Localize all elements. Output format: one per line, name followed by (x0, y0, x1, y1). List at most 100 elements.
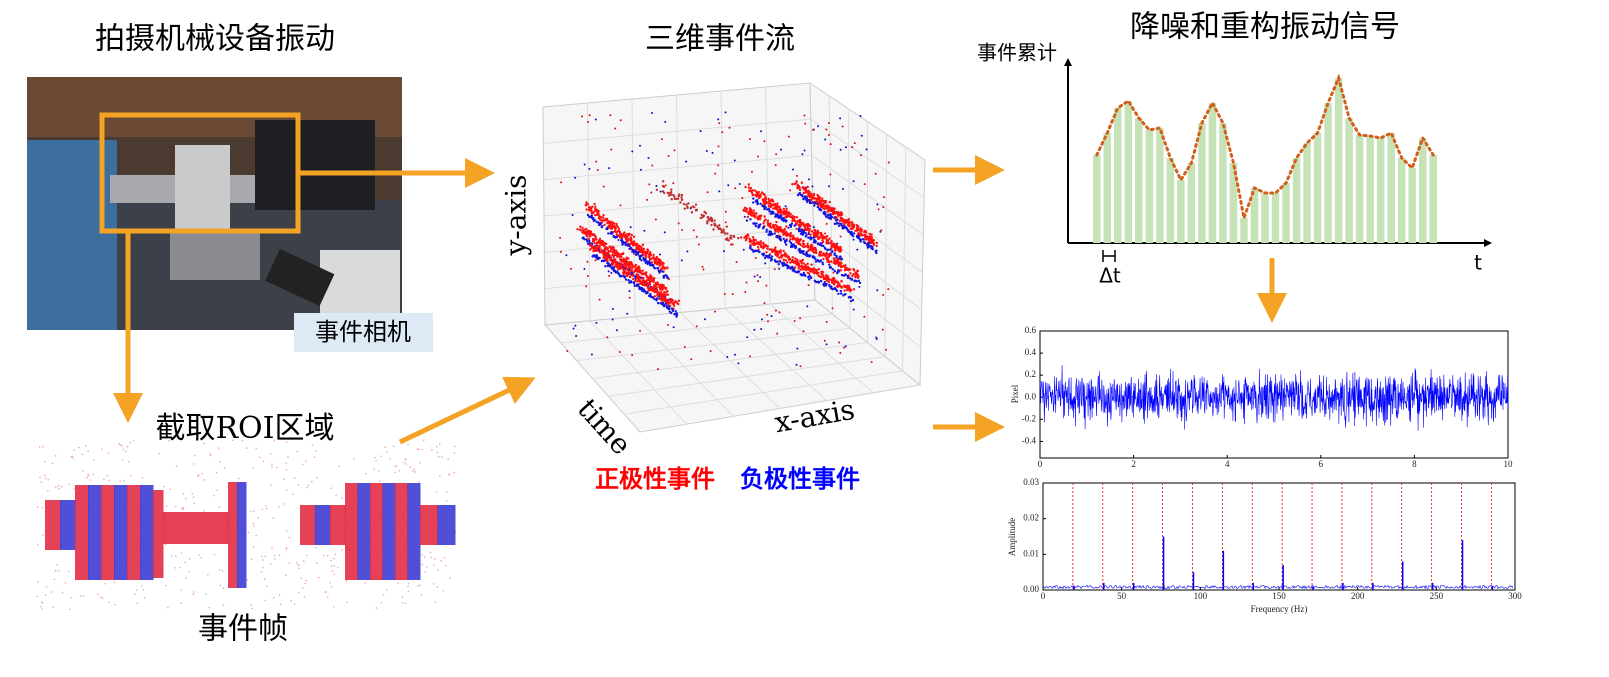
noise-dot (192, 463, 195, 465)
event-dot (790, 222, 794, 225)
event-dot (799, 268, 803, 271)
event-dot (837, 284, 841, 288)
event-dot (828, 237, 831, 240)
event-dot (733, 159, 736, 162)
event-dot (789, 261, 792, 264)
event-dot (820, 197, 824, 200)
event-dot (612, 222, 616, 225)
event-dot (753, 211, 756, 215)
event-dot (847, 269, 850, 272)
event-dot (819, 231, 822, 235)
event-dot (770, 315, 773, 318)
noise-dot (407, 585, 409, 588)
event-dot (800, 222, 803, 226)
noise-dot (436, 451, 439, 454)
event-dot (819, 234, 822, 237)
event-dot (646, 198, 649, 201)
noise-dot (425, 566, 428, 568)
event-dot (819, 199, 822, 203)
event-dot (842, 274, 845, 277)
event-dot (858, 238, 861, 241)
event-dot (593, 237, 596, 241)
event-dot (744, 185, 747, 189)
signal-trace (1039, 365, 1509, 431)
event-dot (615, 262, 618, 265)
noise-dot (179, 566, 181, 569)
event-dot (789, 238, 792, 241)
event-dot (856, 225, 860, 228)
event-dot (682, 202, 686, 206)
event-dot (803, 114, 806, 117)
event-dot (887, 161, 890, 164)
event-dot (785, 209, 788, 213)
noise-dot (273, 558, 276, 560)
noise-dot (222, 604, 225, 606)
event-dot (681, 228, 684, 231)
event-dot (653, 261, 657, 264)
event-dot (743, 236, 746, 239)
noise-dot (285, 469, 288, 471)
noise-dot (292, 493, 294, 495)
event-dot (814, 230, 817, 233)
event-dot (829, 217, 833, 221)
event-dot (825, 320, 828, 323)
y-tick-label: 0.01 (1023, 548, 1039, 558)
event-dot (588, 239, 591, 243)
event-dot (798, 186, 801, 189)
event-dot (882, 196, 885, 199)
event-dot (821, 273, 825, 276)
event-dot (775, 204, 779, 208)
accumulation-bar (1429, 155, 1437, 243)
event-dot (805, 251, 808, 254)
event-dot (792, 217, 796, 220)
event-dot (607, 253, 611, 257)
noise-dot (252, 467, 255, 469)
event-dot (844, 146, 847, 149)
event-dot (607, 232, 610, 235)
event-dot (840, 280, 843, 283)
noise-dot (82, 595, 85, 598)
noise-dot (446, 491, 448, 494)
event-dot (572, 327, 575, 330)
event-dot (800, 249, 804, 253)
noise-dot (56, 563, 58, 566)
event-dot (587, 237, 591, 241)
event-dot (755, 242, 759, 246)
event-dot (759, 202, 762, 205)
event-dot (815, 251, 818, 255)
event-dot (798, 247, 801, 251)
event-dot (762, 225, 765, 229)
noise-dot (261, 508, 264, 511)
event-dot (615, 329, 618, 332)
event-dot (838, 341, 841, 344)
event-dot (619, 257, 622, 261)
event-dot (630, 233, 633, 237)
noise-dot (301, 587, 304, 590)
event-dot (858, 285, 861, 288)
event-dot (599, 241, 603, 244)
event-dot (645, 252, 649, 255)
noise-dot (42, 534, 44, 536)
event-dot (769, 231, 772, 235)
event-dot (661, 267, 664, 270)
noise-dot (338, 465, 341, 468)
event-dot (839, 117, 842, 120)
noise-dot (285, 441, 288, 443)
event-dot (667, 324, 670, 327)
event-dot (655, 262, 659, 265)
event-dot (583, 238, 586, 241)
noise-dot (352, 457, 355, 460)
event-dot (764, 202, 767, 206)
event-dot (644, 251, 647, 254)
event-dot (762, 192, 765, 196)
event-dot (787, 135, 790, 138)
event-dot (729, 234, 733, 238)
event-dot (737, 362, 740, 365)
event-dot (647, 276, 651, 279)
event-dot (702, 268, 705, 271)
event-dot (680, 198, 684, 201)
event-dot (603, 259, 606, 262)
event-dot (670, 193, 673, 196)
event-dot (794, 257, 797, 260)
noise-dot (297, 591, 300, 594)
